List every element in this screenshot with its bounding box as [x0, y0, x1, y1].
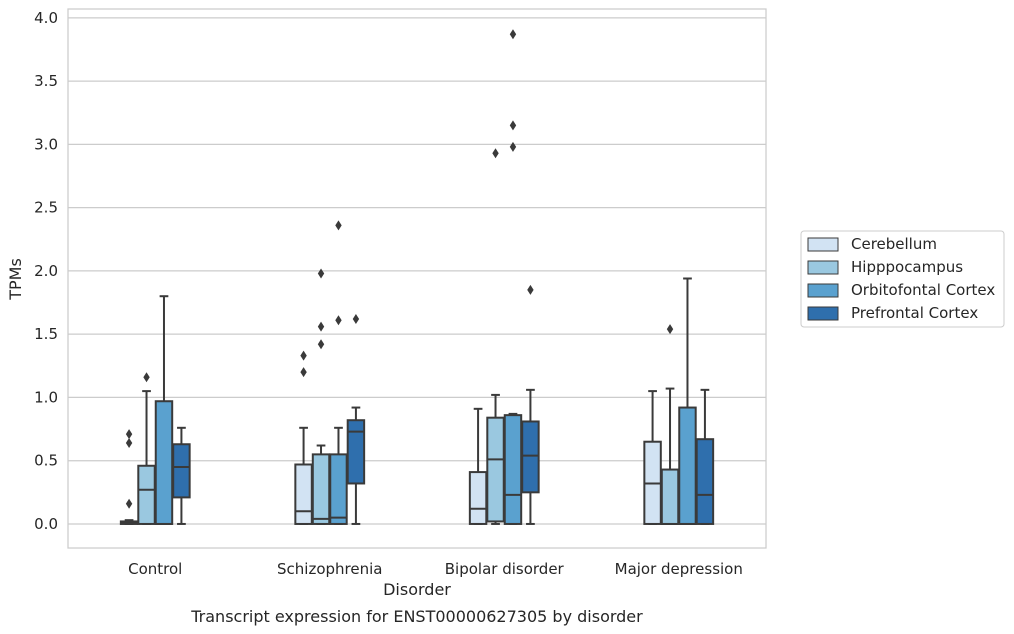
- box: [695, 438, 715, 525]
- legend-label: Prefrontal Cortex: [851, 304, 978, 322]
- y-tick-label: 3.0: [34, 135, 58, 153]
- y-tick-label: 1.0: [34, 388, 58, 406]
- box: [329, 453, 348, 525]
- box: [154, 400, 174, 525]
- legend: Cerebellum Hipppocampus Orbitofontal Corte…: [800, 230, 1005, 328]
- y-tick-label: 0.0: [34, 515, 58, 533]
- box-group: [660, 387, 680, 525]
- y-tick-labels: 0.0 0.5 1.0 1.5 2.0 2.5 3.0 3.5 4.0: [34, 9, 58, 533]
- legend-label: Cerebellum: [851, 235, 937, 253]
- chart-caption: Transcript expression for ENST0000062730…: [190, 607, 643, 626]
- box-group: [643, 390, 662, 525]
- box: [468, 471, 488, 525]
- y-tick-label: 4.0: [34, 9, 58, 27]
- box: [678, 406, 697, 525]
- box: [137, 464, 156, 525]
- outlier-point: [509, 141, 517, 152]
- x-tick-label: Major depression: [615, 560, 743, 578]
- x-tick-label: Control: [128, 560, 182, 578]
- x-axis-title: Disorder: [383, 580, 451, 599]
- outliers: [125, 29, 674, 509]
- outlier-point: [317, 339, 325, 350]
- legend-swatch: [807, 237, 839, 252]
- box: [172, 443, 191, 499]
- box-group: [678, 277, 697, 525]
- outlier-point: [300, 367, 307, 378]
- legend-label: Hipppocampus: [851, 258, 963, 276]
- legend-swatch: [807, 283, 839, 298]
- x-tick-labels: Control Schizophrenia Bipolar disorder Majo…: [128, 560, 743, 578]
- box: [503, 414, 523, 525]
- box: [521, 420, 540, 494]
- box: [486, 416, 505, 523]
- outlier-point: [527, 284, 534, 295]
- box-group: [695, 388, 715, 525]
- outlier-point: [317, 321, 325, 332]
- box-group: [346, 406, 366, 525]
- outlier-point: [125, 437, 133, 448]
- box-group: [468, 407, 488, 525]
- x-tick-label: Schizophrenia: [277, 560, 382, 578]
- outlier-point: [125, 429, 133, 440]
- box-group: [503, 412, 523, 525]
- outlier-point: [300, 350, 307, 361]
- box-group: [119, 519, 139, 525]
- box-group: [154, 295, 174, 525]
- outlier-point: [509, 120, 517, 131]
- y-tick-label: 0.5: [34, 452, 58, 470]
- box-group: [172, 426, 191, 525]
- outlier-point: [666, 324, 674, 335]
- outlier-point: [492, 148, 499, 159]
- plot-frame: [67, 8, 767, 549]
- outlier-point: [317, 268, 325, 279]
- outlier-point: [125, 498, 133, 509]
- legend-frame: [800, 230, 1005, 328]
- y-axis-title: TPMs: [6, 258, 25, 301]
- box: [660, 468, 680, 525]
- box: [346, 419, 366, 485]
- y-tick-label: 2.0: [34, 262, 58, 280]
- legend-swatch: [807, 260, 839, 275]
- box-group: [311, 444, 331, 525]
- outlier-point: [335, 220, 342, 231]
- outlier-point: [335, 315, 342, 326]
- legend-swatch: [807, 306, 839, 321]
- outlier-point: [143, 372, 150, 383]
- box-group: [521, 388, 540, 525]
- boxes: [119, 277, 715, 525]
- box: [294, 463, 313, 525]
- x-tick-label: Bipolar disorder: [445, 560, 565, 578]
- box-group: [329, 426, 348, 525]
- y-tick-label: 2.5: [34, 199, 58, 217]
- box-group: [137, 390, 156, 525]
- y-tick-label: 1.5: [34, 325, 58, 343]
- outlier-point: [352, 313, 360, 324]
- outlier-point: [509, 29, 517, 40]
- box: [311, 453, 331, 525]
- legend-label: Orbitofontal Cortex: [851, 281, 995, 299]
- y-tick-label: 3.5: [34, 72, 58, 90]
